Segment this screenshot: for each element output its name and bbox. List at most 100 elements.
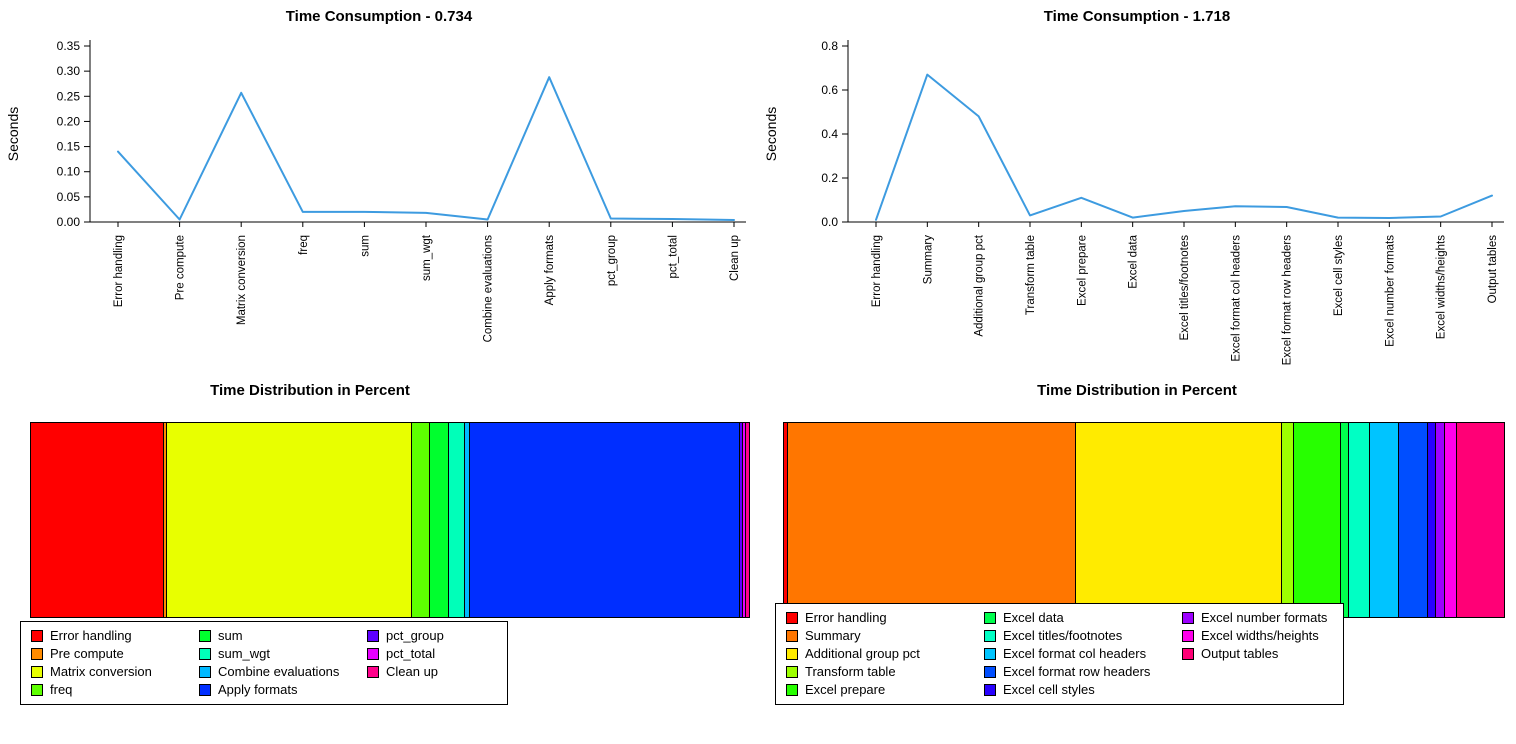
line-chart-panel-2: Time Consumption - 1.718 0.0 0.2 0.4 0.6 0.8…: [758, 0, 1516, 380]
bar-segment: [470, 423, 741, 617]
bar-title-1: Time Distribution in Percent: [210, 382, 410, 399]
bar-title-2: Time Distribution in Percent: [1037, 382, 1237, 399]
legend-column: sum sum_wgt Combine evaluations Apply forma…: [199, 628, 367, 698]
stacked-bar-2: [783, 422, 1505, 618]
legend-swatch: [984, 612, 996, 624]
legend-label: Error handling: [50, 628, 132, 643]
bar-segment: [1076, 423, 1283, 617]
legend-label: sum_wgt: [218, 646, 271, 661]
x-category-label: sum_wgt: [421, 234, 433, 281]
legend-swatch: [984, 666, 996, 678]
y-tick-label: 0.00: [57, 215, 81, 229]
legend-item: Excel cell styles: [984, 682, 1182, 698]
stacked-bar-1: [30, 422, 750, 618]
legend-item: Apply formats: [199, 682, 367, 698]
legend-label: freq: [50, 682, 73, 697]
legend-swatch: [31, 666, 43, 678]
legend-label: Excel cell styles: [1003, 682, 1095, 697]
legend-label: Output tables: [1201, 646, 1279, 661]
bar-segment: [1370, 423, 1399, 617]
legend-swatch: [984, 630, 996, 642]
x-category-label: Output tables: [1487, 235, 1499, 304]
y-tick-label: 0.15: [57, 140, 81, 154]
legend-label: Matrix conversion: [50, 664, 152, 679]
bar-segment: [167, 423, 412, 617]
x-category-label: pct_total: [667, 235, 679, 278]
legend-item: sum: [199, 628, 367, 644]
legend-column: Error handling Pre compute Matrix conversi…: [31, 628, 199, 698]
x-category-label: Excel widths/heights: [1436, 235, 1448, 339]
x-category-label: Clean up: [729, 235, 741, 281]
legend-column: Excel data Excel titles/footnotes Excel fo…: [984, 610, 1182, 698]
bar-segment: [411, 423, 431, 617]
legend-item: Error handling: [786, 610, 984, 626]
legend-2: Error handling Summary Additional group pc…: [775, 603, 1345, 705]
bar-segment: [163, 423, 168, 617]
bar-segment: [1398, 423, 1428, 617]
legend-item: pct_total: [367, 646, 491, 662]
y-tick-label: 0.30: [57, 64, 81, 78]
legend-item: freq: [31, 682, 199, 698]
x-category-label: sum: [359, 235, 371, 257]
x-category-label: Apply formats: [544, 235, 556, 306]
bar-segment: [788, 423, 1077, 617]
legend-item: Excel format row headers: [984, 664, 1182, 680]
legend-item: Pre compute: [31, 646, 199, 662]
legend-swatch: [199, 648, 211, 660]
x-category-label: Additional group pct: [974, 234, 986, 336]
legend-swatch: [984, 648, 996, 660]
legend-swatch: [367, 630, 379, 642]
bar-segment: [743, 423, 747, 617]
legend-item: Excel data: [984, 610, 1182, 626]
legend-swatch: [199, 666, 211, 678]
legend-swatch: [786, 630, 798, 642]
legend-item: Clean up: [367, 664, 491, 680]
legend-label: Error handling: [805, 610, 887, 625]
y-tick-label: 0.20: [57, 114, 81, 128]
bar-segment: [1436, 423, 1445, 617]
bar-segment: [1349, 423, 1371, 617]
x-category-label: Combine evaluations: [483, 235, 495, 343]
x-category-label: Excel format col headers: [1230, 235, 1242, 362]
legend-item: Transform table: [786, 664, 984, 680]
line-chart-panel-1: Time Consumption - 0.734 0.00 0.05 0.10 0.1…: [0, 0, 758, 380]
legend-label: Excel prepare: [805, 682, 886, 697]
x-category-label: Excel number formats: [1384, 235, 1396, 347]
x-category-label: Transform table: [1025, 235, 1037, 315]
legend-label: Excel widths/heights: [1201, 628, 1319, 643]
legend-item: Summary: [786, 628, 984, 644]
y-tick-label: 0.25: [57, 89, 81, 103]
legend-swatch: [31, 684, 43, 696]
legend-column: Excel number formats Excel widths/heights…: [1182, 610, 1333, 698]
x-category-label: Matrix conversion: [236, 235, 248, 325]
y-tick-label: 0.8: [821, 39, 838, 53]
legend-swatch: [984, 684, 996, 696]
legend-label: sum: [218, 628, 243, 643]
bar-segment: [740, 423, 744, 617]
bar-segment: [448, 423, 466, 617]
legend-item: Excel widths/heights: [1182, 628, 1327, 644]
legend-label: Excel number formats: [1201, 610, 1328, 625]
bar-segment: [31, 423, 164, 617]
data-line: [875, 73, 1493, 221]
bar-chart-panel-2: Time Distribution in Percent Error handl…: [758, 380, 1516, 744]
legend-swatch: [31, 630, 43, 642]
legend-swatch: [786, 684, 798, 696]
legend-label: Summary: [805, 628, 861, 643]
legend-label: Additional group pct: [805, 646, 920, 661]
x-category-label: Error handling: [871, 235, 883, 307]
y-tick-label: 0.6: [821, 83, 838, 97]
legend-swatch: [367, 648, 379, 660]
x-category-label: Excel prepare: [1076, 235, 1088, 306]
bar-segment: [784, 423, 789, 617]
legend-swatch: [199, 630, 211, 642]
bar-segment: [1282, 423, 1295, 617]
legend-item: sum_wgt: [199, 646, 367, 662]
legend-column: pct_group pct_total Clean up: [367, 628, 497, 698]
legend-label: pct_group: [386, 628, 444, 643]
legend-label: pct_total: [386, 646, 436, 661]
bar-segment: [1457, 423, 1504, 617]
legend-swatch: [367, 666, 379, 678]
y-tick-label: 0.2: [821, 171, 838, 185]
x-category-label: Excel format row headers: [1282, 235, 1294, 366]
